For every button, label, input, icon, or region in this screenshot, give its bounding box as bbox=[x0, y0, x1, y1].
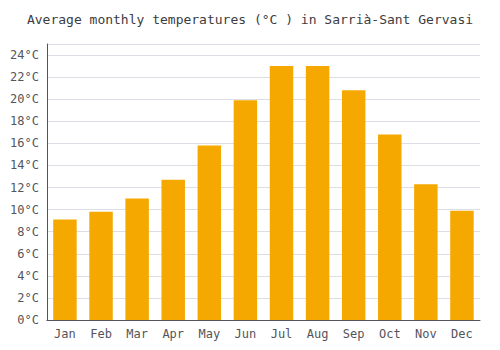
svg-text:Oct: Oct bbox=[379, 327, 401, 341]
svg-text:16°C: 16°C bbox=[10, 136, 39, 150]
svg-text:Jan: Jan bbox=[54, 327, 76, 341]
svg-text:Nov: Nov bbox=[415, 327, 437, 341]
svg-text:10°C: 10°C bbox=[10, 203, 39, 217]
svg-text:6°C: 6°C bbox=[17, 247, 39, 261]
svg-text:Mar: Mar bbox=[126, 327, 148, 341]
svg-text:Feb: Feb bbox=[90, 327, 112, 341]
svg-text:8°C: 8°C bbox=[17, 225, 39, 239]
svg-text:14°C: 14°C bbox=[10, 158, 39, 172]
svg-text:Sep: Sep bbox=[343, 327, 365, 341]
svg-text:20°C: 20°C bbox=[10, 92, 39, 106]
svg-text:May: May bbox=[198, 327, 220, 341]
svg-text:Aug: Aug bbox=[307, 327, 329, 341]
svg-text:24°C: 24°C bbox=[10, 48, 39, 62]
svg-text:Average monthly temperatures (: Average monthly temperatures (°C ) in Sa… bbox=[27, 12, 473, 27]
svg-text:Dec: Dec bbox=[451, 327, 473, 341]
svg-text:Jun: Jun bbox=[235, 327, 257, 341]
svg-text:12°C: 12°C bbox=[10, 181, 39, 195]
svg-text:4°C: 4°C bbox=[17, 269, 39, 283]
svg-text:2°C: 2°C bbox=[17, 291, 39, 305]
svg-text:22°C: 22°C bbox=[10, 70, 39, 84]
svg-text:Jul: Jul bbox=[271, 327, 293, 341]
svg-text:18°C: 18°C bbox=[10, 114, 39, 128]
svg-text:Apr: Apr bbox=[162, 327, 184, 341]
svg-text:0°C: 0°C bbox=[17, 313, 39, 327]
